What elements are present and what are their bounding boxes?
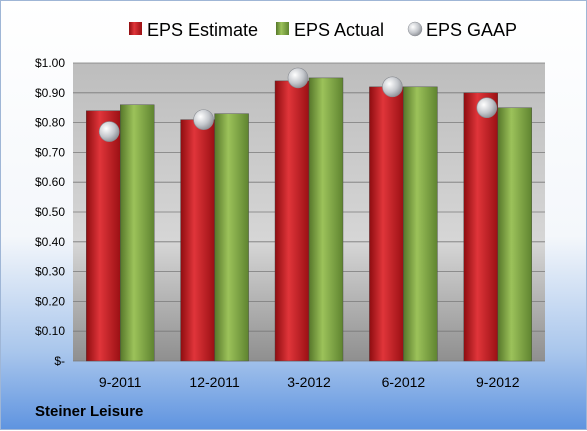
bar-eps-estimate: [463, 92, 498, 362]
bar-eps-estimate: [180, 119, 215, 362]
y-tick-label: $0.20: [35, 294, 65, 308]
y-tick-label: $-: [54, 354, 65, 368]
gaap-markers: [98, 67, 498, 142]
bar-eps-actual: [497, 107, 532, 362]
legend-swatch: [407, 21, 423, 37]
bar-eps-actual: [403, 86, 438, 362]
marker-eps-gaap: [476, 97, 498, 118]
legend-label: EPS GAAP: [426, 20, 517, 40]
x-tick-label: 9-2012: [476, 374, 520, 390]
y-tick-label: $1.00: [35, 56, 65, 70]
x-tick-label: 3-2012: [287, 374, 331, 390]
bars: [85, 77, 532, 362]
y-axis-ticks: $- $0.10 $0.20 $0.30 $0.40 $0.50 $0.60 $0.70 $0.…: [35, 56, 65, 368]
bar-eps-estimate: [369, 86, 404, 362]
x-tick-label: 6-2012: [382, 374, 426, 390]
y-tick-label: $0.10: [35, 324, 65, 338]
y-tick-label: $0.40: [35, 235, 65, 249]
x-axis-labels: 9-2011 12-2011 3-2012 6-2012 9-2012: [99, 374, 520, 390]
y-tick-label: $0.80: [35, 116, 65, 130]
legend-label: EPS Actual: [294, 20, 384, 40]
y-tick-label: $0.60: [35, 175, 65, 189]
legend: EPS Estimate EPS Actual EPS GAAP: [129, 20, 517, 40]
marker-eps-gaap: [287, 67, 309, 89]
bar-eps-estimate: [85, 110, 121, 362]
bar-eps-actual: [308, 77, 344, 362]
legend-swatch: [129, 22, 142, 35]
y-tick-label: $0.50: [35, 205, 65, 219]
bar-eps-actual: [214, 113, 249, 362]
y-tick-label: $0.30: [35, 265, 65, 279]
y-tick-label: $0.90: [35, 86, 65, 100]
bar-eps-actual: [119, 104, 155, 362]
marker-eps-gaap: [98, 121, 120, 142]
legend-swatch: [276, 22, 289, 35]
x-tick-label: 12-2011: [189, 374, 240, 390]
legend-label: EPS Estimate: [147, 20, 258, 40]
y-tick-label: $0.70: [35, 145, 65, 159]
marker-eps-gaap: [193, 109, 214, 130]
marker-eps-gaap: [382, 76, 403, 98]
bar-eps-estimate: [274, 80, 310, 362]
x-tick-label: 9-2011: [99, 374, 142, 390]
company-name: Steiner Leisure: [35, 403, 144, 420]
